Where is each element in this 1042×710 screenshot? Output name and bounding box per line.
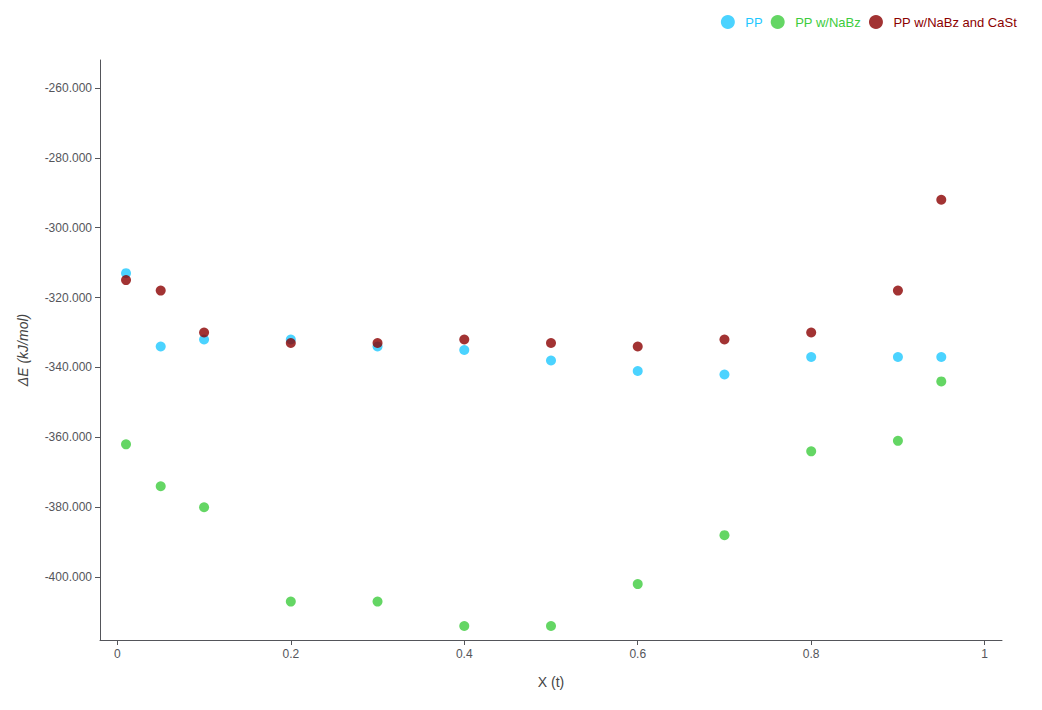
svg-text:-320.000: -320.000 (45, 291, 93, 305)
svg-text:-360.000: -360.000 (45, 430, 93, 444)
svg-text:0.6: 0.6 (629, 647, 646, 661)
svg-text:-400.000: -400.000 (45, 570, 93, 584)
svg-text:-280.000: -280.000 (45, 151, 93, 165)
svg-text:0.4: 0.4 (456, 647, 473, 661)
svg-text:-380.000: -380.000 (45, 500, 93, 514)
svg-text:1: 1 (981, 647, 988, 661)
svg-text:X (t): X (t) (538, 674, 564, 690)
svg-text:0: 0 (114, 647, 121, 661)
svg-text:-260.000: -260.000 (45, 81, 93, 95)
svg-text:0.2: 0.2 (282, 647, 299, 661)
svg-text:PP w/NaBz and CaSt: PP w/NaBz and CaSt (893, 15, 1017, 30)
svg-text:0.8: 0.8 (803, 647, 820, 661)
svg-text:ΔE (kJ/mol): ΔE (kJ/mol) (15, 314, 31, 387)
svg-text:-300.000: -300.000 (45, 221, 93, 235)
svg-text:-340.000: -340.000 (45, 360, 93, 374)
svg-text:PP: PP (745, 15, 762, 30)
svg-text:PP w/NaBz: PP w/NaBz (795, 15, 861, 30)
